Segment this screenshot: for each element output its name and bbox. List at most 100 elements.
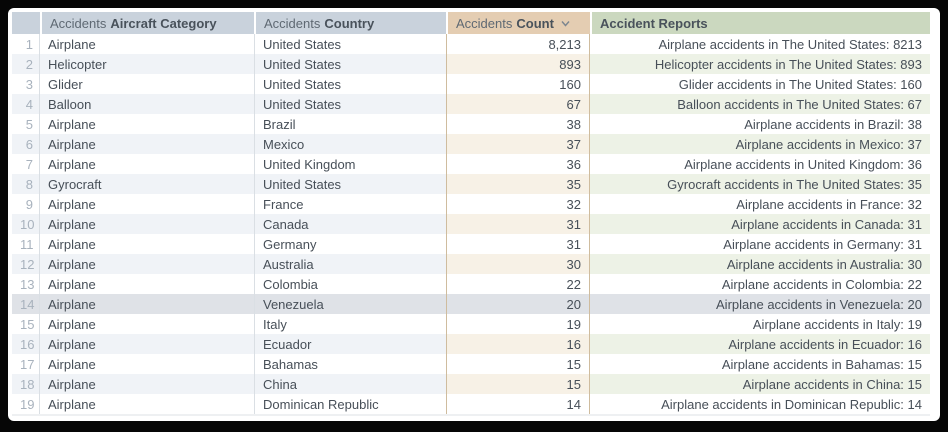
row-number: 10 [12, 214, 40, 234]
table-row[interactable]: 19 Airplane Dominican Republic 14 Airpla… [12, 394, 930, 414]
cell-country: Australia [254, 254, 446, 274]
cell-aircraft-category: Airplane [40, 294, 254, 314]
table-row[interactable]: 13 Airplane Colombia 22 Airplane acciden… [12, 274, 930, 294]
table-row[interactable]: 9 Airplane France 32 Airplane accidents … [12, 194, 930, 214]
cell-accident-report: Airplane accidents in China: 15 [590, 374, 930, 394]
cell-country: United States [254, 54, 446, 74]
cell-accident-report: Airplane accidents in Canada: 31 [590, 214, 930, 234]
table-row[interactable]: 1 Airplane United States 8,213 Airplane … [12, 34, 930, 54]
row-number: 6 [12, 134, 40, 154]
cell-count: 22 [446, 274, 590, 294]
cell-country: China [254, 374, 446, 394]
cell-aircraft-category: Airplane [40, 234, 254, 254]
cell-accident-report: Glider accidents in The United States: 1… [590, 74, 930, 94]
cell-count: 893 [446, 54, 590, 74]
column-header-label: Aircraft Category [110, 15, 217, 31]
cell-count: 38 [446, 114, 590, 134]
cell-country: Brazil [254, 114, 446, 134]
column-header-count[interactable]: Accidents Count [446, 12, 590, 34]
cell-accident-report: Helicopter accidents in The United State… [590, 54, 930, 74]
row-number: 15 [12, 314, 40, 334]
sort-descending-chevron-icon[interactable] [560, 18, 571, 29]
cell-aircraft-category: Airplane [40, 274, 254, 294]
cell-count: 20 [446, 294, 590, 314]
table-row[interactable]: 14 Airplane Venezuela 20 Airplane accide… [12, 294, 930, 314]
table-row[interactable]: 6 Airplane Mexico 37 Airplane accidents … [12, 134, 930, 154]
cell-country: United States [254, 34, 446, 54]
table-row[interactable]: 16 Airplane Ecuador 16 Airplane accident… [12, 334, 930, 354]
cell-count: 8,213 [446, 34, 590, 54]
table-row[interactable]: 5 Airplane Brazil 38 Airplane accidents … [12, 114, 930, 134]
cell-count: 15 [446, 374, 590, 394]
row-number-header [12, 12, 40, 34]
table-row[interactable]: 17 Airplane Bahamas 15 Airplane accident… [12, 354, 930, 374]
cell-accident-report: Airplane accidents in Venezuela: 20 [590, 294, 930, 314]
table-row[interactable]: 7 Airplane United Kingdom 36 Airplane ac… [12, 154, 930, 174]
table-row[interactable]: 18 Airplane China 15 Airplane accidents … [12, 374, 930, 394]
cell-country: France [254, 194, 446, 214]
cell-accident-report: Airplane accidents in Ecuador: 16 [590, 334, 930, 354]
table-row[interactable]: 2 Helicopter United States 893 Helicopte… [12, 54, 930, 74]
cell-count: 32 [446, 194, 590, 214]
row-number: 17 [12, 354, 40, 374]
column-header-aircraft-category[interactable]: Accidents Aircraft Category [40, 12, 254, 34]
row-number: 7 [12, 154, 40, 174]
column-header-prefix: Accidents [456, 15, 513, 31]
cell-aircraft-category: Airplane [40, 194, 254, 214]
table-row[interactable]: 11 Airplane Germany 31 Airplane accident… [12, 234, 930, 254]
cell-country: Dominican Republic [254, 394, 446, 414]
cell-count: 67 [446, 94, 590, 114]
table-row[interactable]: 10 Airplane Canada 31 Airplane accidents… [12, 214, 930, 234]
cell-aircraft-category: Airplane [40, 134, 254, 154]
column-header-country[interactable]: Accidents Country [254, 12, 446, 34]
row-number: 14 [12, 294, 40, 314]
table-row[interactable]: 3 Glider United States 160 Glider accide… [12, 74, 930, 94]
column-header-prefix: Accidents [264, 15, 321, 31]
column-header-accident-reports[interactable]: Accident Reports [590, 12, 930, 34]
cell-aircraft-category: Gyrocraft [40, 174, 254, 194]
cell-accident-report: Airplane accidents in Brazil: 38 [590, 114, 930, 134]
column-header-label: Count [516, 15, 554, 31]
cell-accident-report: Airplane accidents in Dominican Republic… [590, 394, 930, 414]
cell-country: Ecuador [254, 334, 446, 354]
row-number: 12 [12, 254, 40, 274]
cell-country: Italy [254, 314, 446, 334]
table-row[interactable]: 4 Balloon United States 67 Balloon accid… [12, 94, 930, 114]
row-number: 13 [12, 274, 40, 294]
row-number: 4 [12, 94, 40, 114]
cell-aircraft-category: Airplane [40, 214, 254, 234]
cell-accident-report: Gyrocraft accidents in The United States… [590, 174, 930, 194]
table-row[interactable]: 8 Gyrocraft United States 35 Gyrocraft a… [12, 174, 930, 194]
table-header-row: Accidents Aircraft Category Accidents Coun… [12, 12, 930, 34]
cell-country: Colombia [254, 274, 446, 294]
row-number: 18 [12, 374, 40, 394]
table-bottom-edge [12, 414, 930, 416]
cell-accident-report: Airplane accidents in The United States:… [590, 34, 930, 54]
cell-count: 160 [446, 74, 590, 94]
cell-aircraft-category: Airplane [40, 354, 254, 374]
cell-count: 30 [446, 254, 590, 274]
row-number: 3 [12, 74, 40, 94]
row-number: 16 [12, 334, 40, 354]
cell-country: United States [254, 74, 446, 94]
table-row[interactable]: 15 Airplane Italy 19 Airplane accidents … [12, 314, 930, 334]
table-body: 1 Airplane United States 8,213 Airplane … [12, 34, 930, 414]
accidents-table: Accidents Aircraft Category Accidents Coun… [12, 12, 930, 414]
cell-accident-report: Airplane accidents in Bahamas: 15 [590, 354, 930, 374]
cell-aircraft-category: Airplane [40, 154, 254, 174]
cell-accident-report: Airplane accidents in Mexico: 37 [590, 134, 930, 154]
cell-count: 16 [446, 334, 590, 354]
data-table-panel: Accidents Aircraft Category Accidents Coun… [8, 8, 940, 421]
cell-aircraft-category: Glider [40, 74, 254, 94]
cell-country: Venezuela [254, 294, 446, 314]
cell-accident-report: Airplane accidents in Italy: 19 [590, 314, 930, 334]
cell-count: 37 [446, 134, 590, 154]
cell-aircraft-category: Airplane [40, 394, 254, 414]
cell-aircraft-category: Airplane [40, 34, 254, 54]
cell-count: 19 [446, 314, 590, 334]
cell-aircraft-category: Airplane [40, 114, 254, 134]
row-number: 8 [12, 174, 40, 194]
cell-count: 31 [446, 234, 590, 254]
row-number: 19 [12, 394, 40, 414]
table-row[interactable]: 12 Airplane Australia 30 Airplane accide… [12, 254, 930, 274]
